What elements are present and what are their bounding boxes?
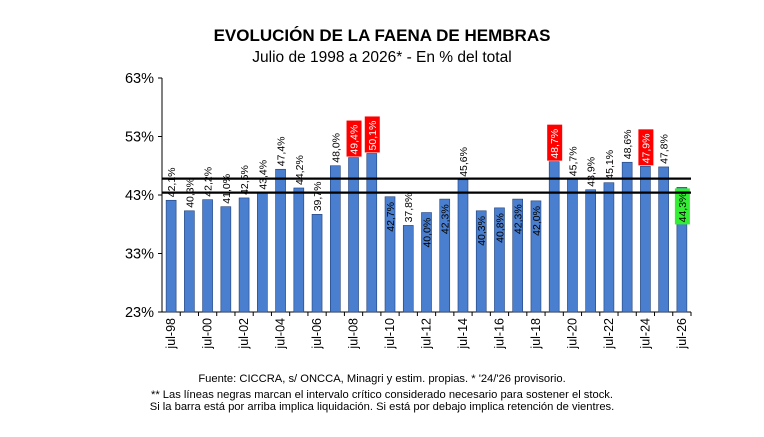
bar (512, 198, 524, 313)
data-label: 43,9% (586, 157, 598, 187)
data-label: 40,8% (494, 213, 506, 243)
bar (439, 198, 451, 313)
red-label-highlight (346, 120, 362, 157)
data-label: 48,0% (330, 133, 342, 163)
data-label: 42,5% (239, 165, 251, 195)
x-tick-label: jul-00 (201, 318, 215, 350)
data-label: 45,1% (604, 150, 616, 180)
x-tick-label: jul-18 (529, 318, 543, 350)
data-label: 37,8% (403, 193, 415, 223)
bar (494, 207, 505, 313)
bar (475, 210, 487, 313)
bar (658, 166, 669, 313)
source-footnote: Fuente: CICCRA, s/ ONCCA, Minagri y esti… (198, 373, 566, 385)
x-tick-label: jul-20 (565, 318, 579, 350)
chart-title: EVOLUCIÓN DE LA FAENA DE HEMBRAS (213, 26, 551, 45)
bar (311, 214, 323, 313)
bar (384, 196, 396, 313)
bar (457, 179, 469, 313)
bar (621, 161, 633, 313)
x-tick-label: jul-02 (237, 318, 251, 350)
data-label: 50,1% (367, 121, 379, 151)
x-tick-label: jul-04 (274, 318, 288, 350)
data-label: 40,3% (476, 216, 488, 246)
data-label: 42,3% (440, 204, 452, 234)
data-label: 45,7% (567, 146, 579, 176)
data-label: 47,9% (640, 134, 652, 164)
green-label-highlight (674, 188, 690, 225)
data-label: 44,3% (677, 193, 689, 223)
bar (603, 182, 615, 313)
data-label: 47,8% (659, 134, 671, 164)
bar (220, 206, 232, 313)
data-label: 43,4% (257, 160, 269, 190)
bar (275, 168, 286, 313)
chart-subtitle: Julio de 1998 a 2026* - En % del total (252, 49, 512, 66)
bar (165, 199, 177, 313)
bar (257, 192, 268, 313)
critical-interval-note: ** Las líneas negras marcan el intervalo… (150, 389, 614, 401)
x-tick-label: jul-22 (602, 318, 616, 350)
x-tick-label: jul-26 (675, 318, 689, 350)
data-label: 41,0% (221, 174, 233, 204)
y-tick-label: 43% (125, 188, 154, 204)
data-label: 42,3% (513, 204, 525, 234)
x-tick-label: jul-98 (164, 318, 178, 350)
x-tick-label: jul-06 (310, 318, 324, 350)
data-label: 47,4% (276, 136, 288, 166)
bar (184, 210, 195, 313)
data-label: 39,7% (312, 182, 324, 212)
y-tick-label: 53% (125, 130, 154, 146)
x-tick-label: jul-10 (383, 318, 397, 350)
data-label: 42,2% (203, 167, 215, 197)
data-label: 42,1% (166, 167, 178, 197)
data-label: 49,4% (349, 125, 361, 155)
bar (548, 161, 560, 313)
x-tick-label: jul-12 (420, 318, 434, 350)
y-tick-label: 23% (125, 305, 154, 321)
bar (202, 199, 213, 313)
data-label: 42,0% (531, 206, 543, 236)
data-label: 40,0% (422, 218, 434, 248)
data-label: 44,2% (294, 155, 306, 185)
bar (567, 178, 578, 313)
data-label: 45,6% (458, 147, 470, 177)
bar (421, 212, 432, 313)
red-label-highlight (364, 116, 380, 153)
bar (530, 200, 542, 313)
bar (640, 166, 651, 313)
bar (366, 153, 378, 313)
data-label: 48,7% (549, 129, 561, 159)
bar (402, 225, 414, 313)
x-tick-label: jul-08 (347, 318, 361, 350)
red-label-highlight (638, 129, 654, 166)
x-tick-label: jul-16 (492, 318, 506, 350)
interpretation-note: Si la barra está por arriba implica liqu… (149, 401, 615, 413)
y-tick-label: 63% (125, 71, 154, 87)
bar (329, 165, 341, 313)
x-tick-label: jul-24 (638, 318, 652, 350)
bar (585, 189, 596, 313)
x-tick-label: jul-14 (456, 318, 470, 350)
red-label-highlight (547, 124, 563, 161)
bar (238, 197, 250, 313)
bar (293, 187, 305, 313)
data-label: 42,7% (385, 202, 397, 232)
y-tick-label: 33% (125, 247, 154, 263)
bar (348, 157, 359, 313)
data-label: 48,6% (622, 129, 634, 159)
bar (676, 187, 688, 313)
